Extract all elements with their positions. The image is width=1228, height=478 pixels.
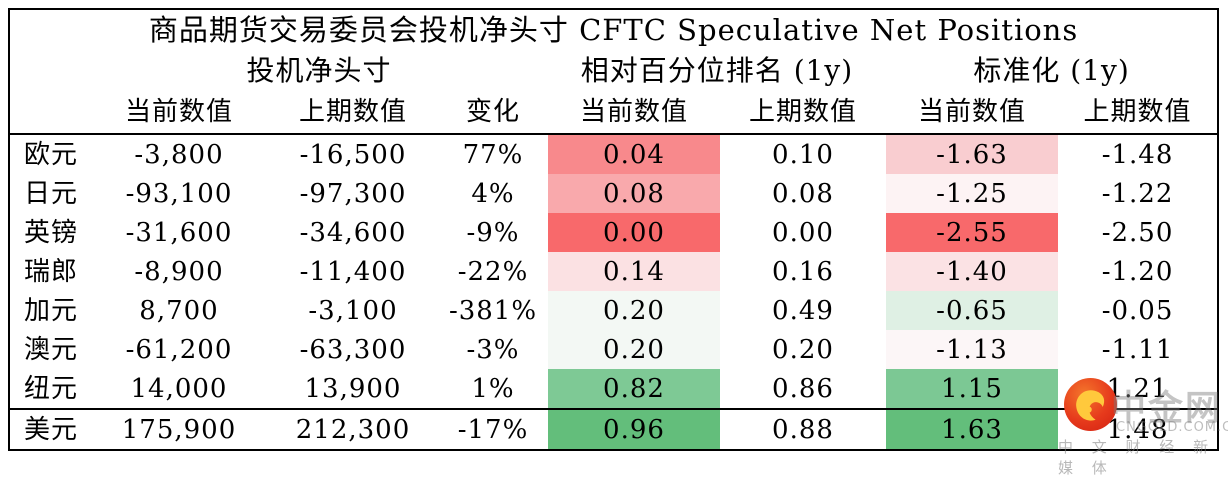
- net-previous-value: 212,300: [268, 408, 438, 449]
- currency-label: 瑞郎: [24, 256, 79, 287]
- net-previous-value: -63,300: [299, 334, 407, 365]
- page-title: 商品期货交易委员会投机净头寸 CFTC Speculative Net Posi…: [148, 12, 1079, 47]
- group-header-empty: [10, 50, 90, 91]
- std-current-value: -1.63: [886, 134, 1058, 174]
- std-current-value: -1.40: [886, 252, 1058, 291]
- net-previous-value: -16,500: [299, 139, 407, 170]
- pct-previous-value: 0.00: [772, 217, 834, 248]
- col-header-change: 变化: [438, 91, 548, 135]
- std-previous-value: -1.48: [1101, 139, 1174, 170]
- std-current-value: -1.13: [886, 330, 1058, 369]
- col-header-std-current: 当前数值: [886, 91, 1058, 135]
- std-current-value: -1.25: [886, 174, 1058, 213]
- currency-label: 纽元: [24, 373, 79, 404]
- change-value: -381%: [448, 295, 538, 326]
- pct-current-value: 0.96: [548, 408, 720, 449]
- pct-previous-value: 0.86: [772, 373, 834, 404]
- change-value: -9%: [466, 217, 520, 248]
- change-value: 77%: [462, 139, 524, 170]
- table-row-usd: 美元 175,900 212,300 -17% 0.96 0.88 1.63 1…: [10, 408, 1218, 449]
- col-header-empty: [10, 91, 90, 135]
- cftc-positions-table: 商品期货交易委员会投机净头寸 CFTC Speculative Net Posi…: [8, 8, 1219, 451]
- currency-label: 加元: [24, 295, 79, 326]
- currency-label: 美元: [10, 408, 90, 449]
- table-row-chf: 瑞郎 -8,900 -11,400 -22% 0.14 0.16 -1.40 -…: [10, 252, 1217, 291]
- std-current-value: 1.15: [886, 369, 1058, 409]
- currency-label: 欧元: [24, 139, 79, 170]
- col-header-net-previous: 上期数值: [268, 91, 438, 135]
- pct-previous-value: 0.16: [772, 256, 834, 287]
- net-previous-value: 13,900: [304, 373, 402, 404]
- currency-label: 英镑: [24, 217, 79, 248]
- net-current-value: -61,200: [125, 334, 233, 365]
- net-previous-value: -97,300: [299, 178, 407, 209]
- change-value: 1%: [471, 373, 515, 404]
- pct-previous-value: 0.49: [772, 295, 834, 326]
- table-row-gbp: 英镑 -31,600 -34,600 -9% 0.00 0.00 -2.55 -…: [10, 213, 1217, 252]
- currency-label: 澳元: [24, 334, 79, 365]
- change-value: -22%: [457, 256, 529, 287]
- std-current-value: -2.55: [886, 213, 1058, 252]
- std-previous-value: -0.05: [1101, 295, 1174, 326]
- table-row-eur: 欧元 -3,800 -16,500 77% 0.04 0.10 -1.63 -1…: [10, 134, 1217, 174]
- pct-current-value: 0.14: [548, 252, 720, 291]
- group-header-percentile-rank: 相对百分位排名 (1y): [580, 53, 854, 87]
- currency-label: 日元: [24, 178, 79, 209]
- table-row-jpy: 日元 -93,100 -97,300 4% 0.08 0.08 -1.25 -1…: [10, 174, 1217, 213]
- pct-current-value: 0.20: [548, 291, 720, 330]
- net-current-value: 8,700: [139, 295, 219, 326]
- pct-previous-value: 0.88: [720, 408, 886, 449]
- table-row-nzd: 纽元 14,000 13,900 1% 0.82 0.86 1.15 1.21: [10, 369, 1217, 409]
- change-value: -3%: [466, 334, 520, 365]
- col-header-pct-previous: 上期数值: [720, 91, 886, 135]
- pct-current-value: 0.04: [548, 134, 720, 174]
- pct-previous-value: 0.20: [772, 334, 834, 365]
- table-row-cad: 加元 8,700 -3,100 -381% 0.20 0.49 -0.65 -0…: [10, 291, 1217, 330]
- std-previous-value: -2.50: [1101, 217, 1174, 248]
- net-current-value: -93,100: [125, 178, 233, 209]
- std-current-value: 1.63: [886, 408, 1058, 449]
- net-previous-value: -3,100: [308, 295, 398, 326]
- net-previous-value: -11,400: [299, 256, 407, 287]
- net-current-value: 175,900: [90, 408, 268, 449]
- std-previous-value: -1.20: [1101, 256, 1174, 287]
- net-previous-value: -34,600: [299, 217, 407, 248]
- col-header-pct-current: 当前数值: [548, 91, 720, 135]
- pct-previous-value: 0.10: [772, 139, 834, 170]
- col-header-net-current: 当前数值: [90, 91, 268, 135]
- pct-previous-value: 0.08: [772, 178, 834, 209]
- table-row-aud: 澳元 -61,200 -63,300 -3% 0.20 0.20 -1.13 -…: [10, 330, 1217, 369]
- std-previous-value: -1.11: [1101, 334, 1174, 365]
- std-previous-value: 1.48: [1058, 408, 1218, 449]
- pct-current-value: 0.00: [548, 213, 720, 252]
- col-header-std-previous: 上期数值: [1058, 91, 1218, 135]
- net-current-value: 14,000: [130, 373, 228, 404]
- change-value: 4%: [471, 178, 515, 209]
- std-current-value: -0.65: [886, 291, 1058, 330]
- net-current-value: -8,900: [134, 256, 224, 287]
- net-current-value: -3,800: [134, 139, 224, 170]
- group-header-standardized: 标准化 (1y): [973, 53, 1130, 87]
- pct-current-value: 0.82: [548, 369, 720, 409]
- pct-current-value: 0.20: [548, 330, 720, 369]
- change-value: -17%: [438, 408, 548, 449]
- std-previous-value: -1.22: [1101, 178, 1174, 209]
- group-header-net-positions: 投机净头寸: [246, 53, 392, 87]
- net-current-value: -31,600: [125, 217, 233, 248]
- std-previous-value: 1.21: [1106, 373, 1169, 404]
- pct-current-value: 0.08: [548, 174, 720, 213]
